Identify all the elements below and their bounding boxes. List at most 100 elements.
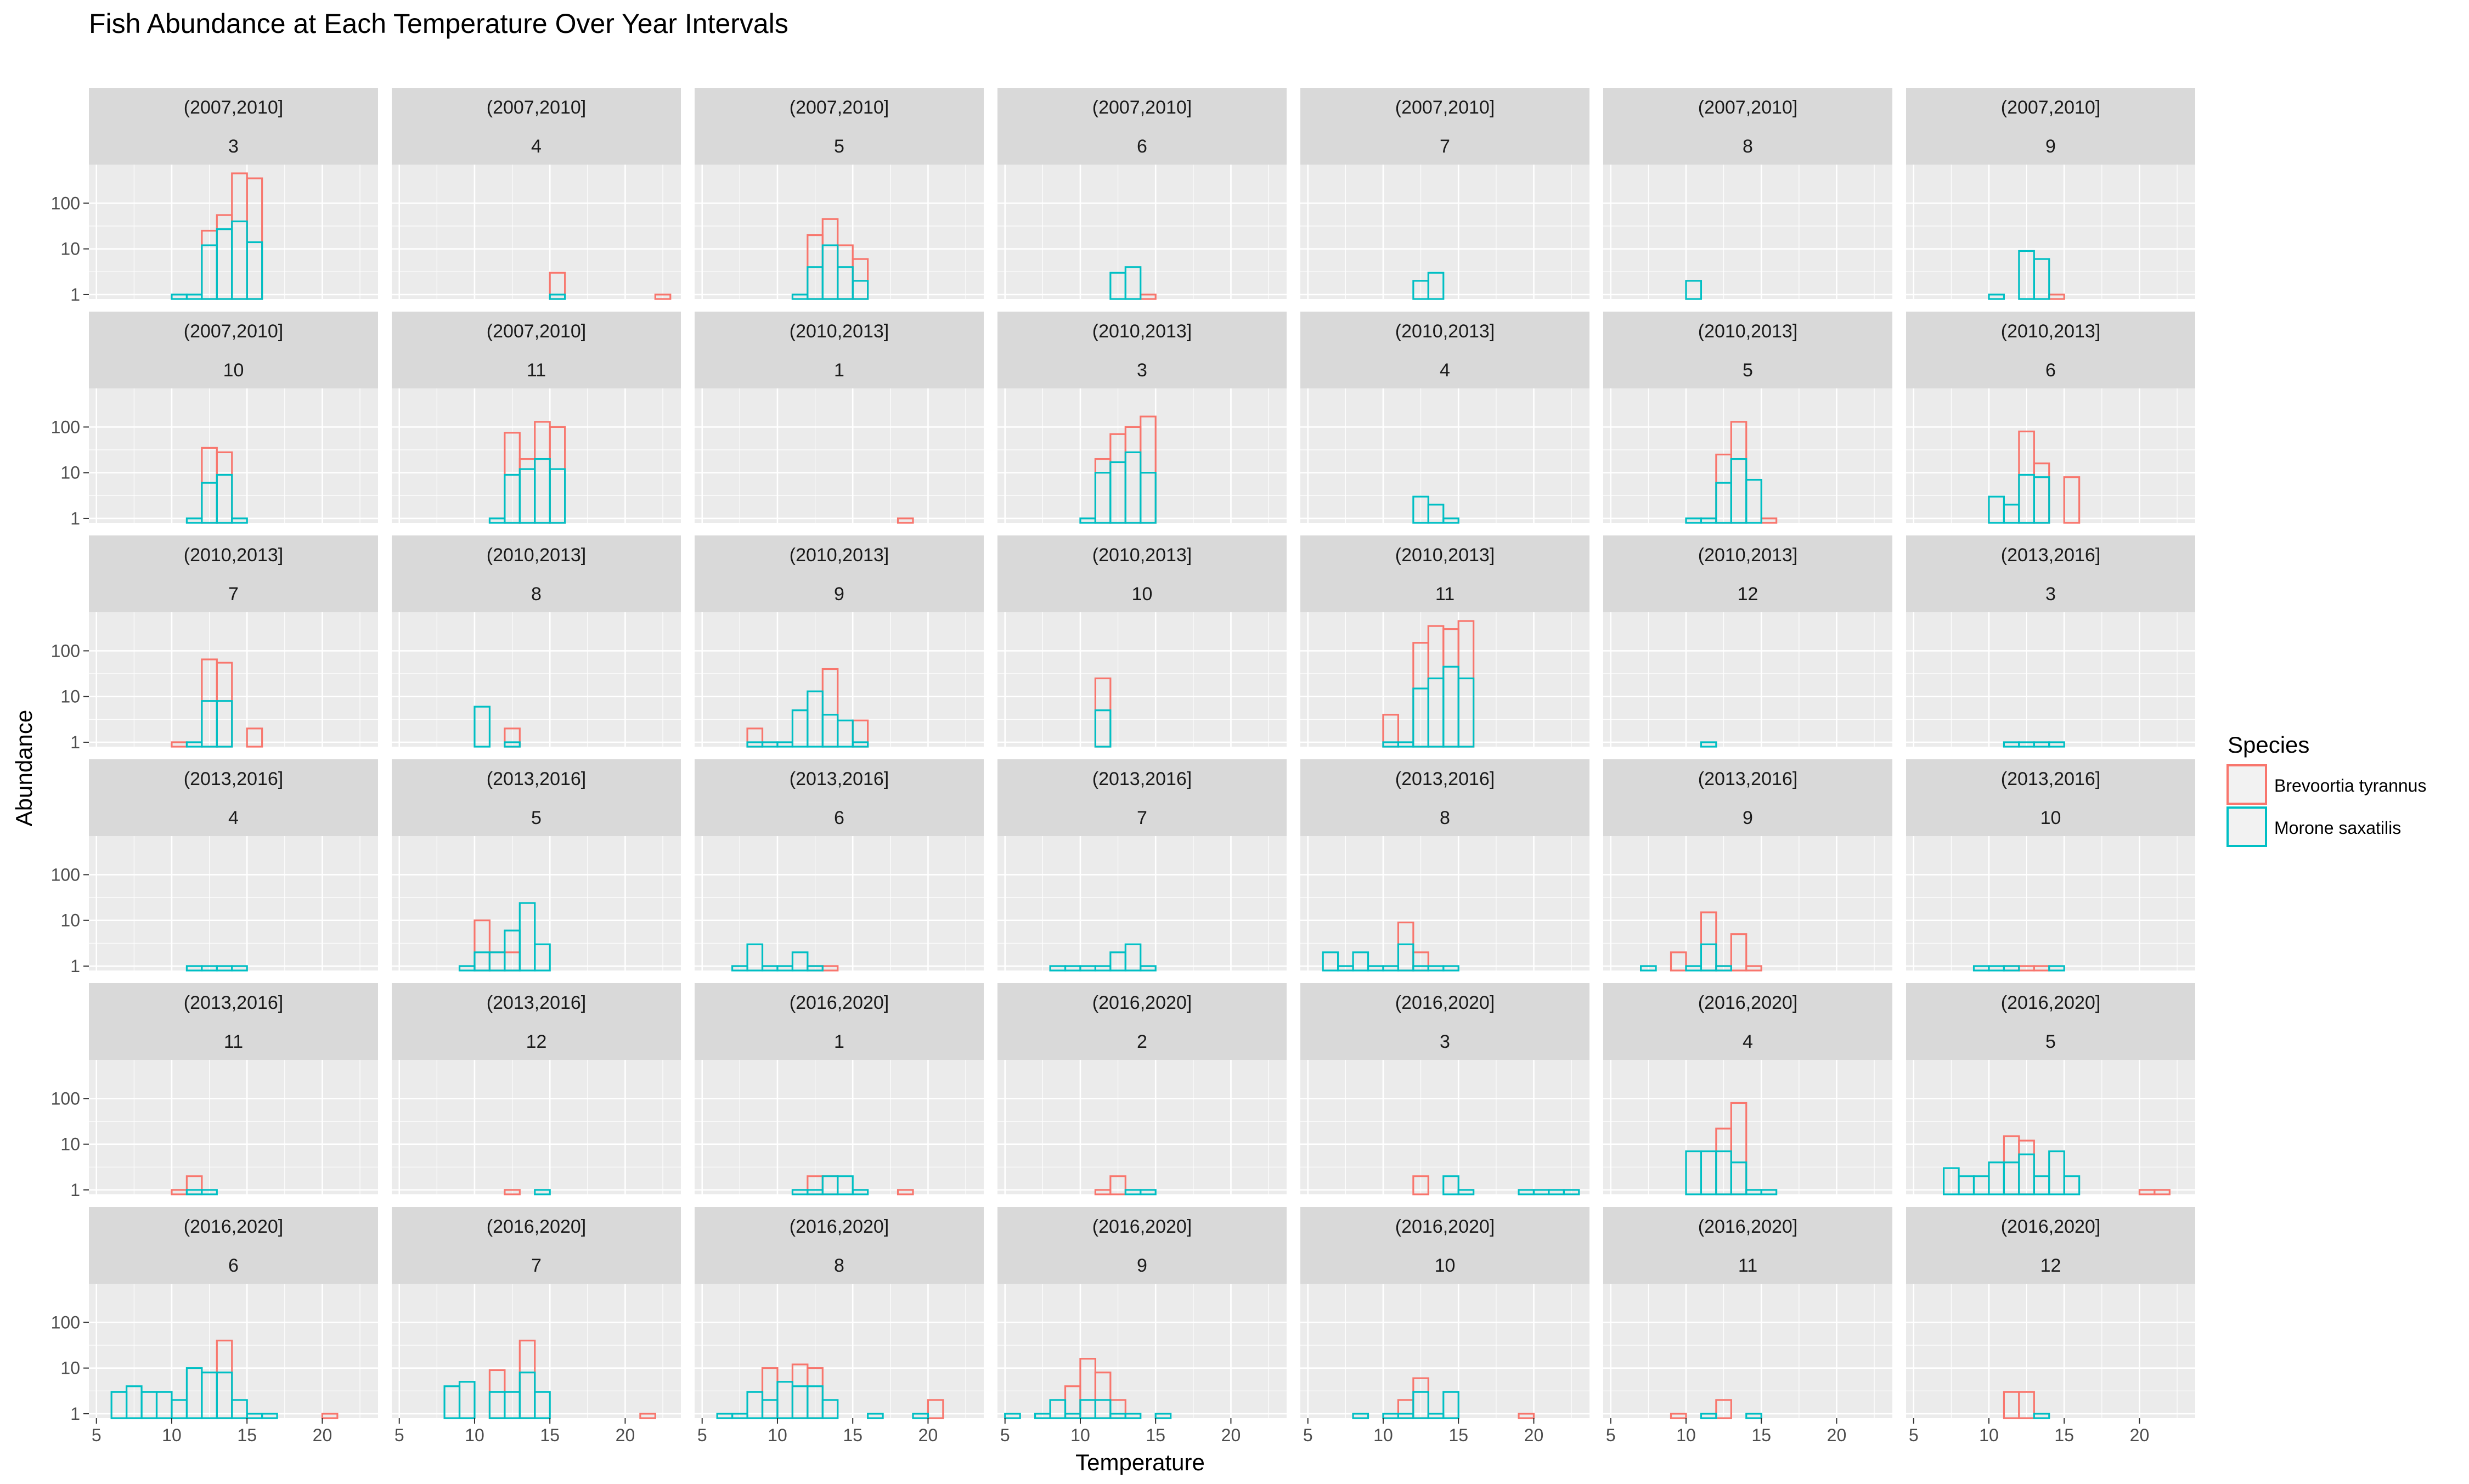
facet-interval-label: (2007,2010] xyxy=(2001,97,2101,118)
x-tick-label: 10 xyxy=(768,1425,787,1445)
facet-panel: (2016,2020] 12 5 10 15 20 xyxy=(1906,1207,2195,1445)
facet-strip xyxy=(1603,535,1892,612)
x-tick-label: 10 xyxy=(162,1425,182,1445)
facet-interval-label: (2007,2010] xyxy=(184,97,284,118)
facet-strip xyxy=(1300,535,1589,612)
panel-background xyxy=(89,612,378,747)
bar-morone xyxy=(1094,709,1112,748)
facet-month-label: 9 xyxy=(1743,808,1753,828)
facet-strip xyxy=(1603,759,1892,836)
facet-month-label: 5 xyxy=(834,136,844,157)
bar-morone xyxy=(2048,965,2065,972)
facet-strip xyxy=(1300,1207,1589,1284)
panel-background xyxy=(392,612,681,747)
facet-panel: (2016,2020] 5 xyxy=(1906,983,2195,1195)
facet-strip xyxy=(89,983,378,1060)
x-tick-label: 10 xyxy=(465,1425,484,1445)
panel-background xyxy=(695,1060,984,1194)
facet-month-label: 1 xyxy=(834,360,844,381)
facet-strip xyxy=(1603,312,1892,388)
bar-morone xyxy=(549,468,566,524)
panel-background xyxy=(1603,836,1892,970)
facet-interval-label: (2016,2020] xyxy=(1698,1216,1798,1237)
facet-month-label: 12 xyxy=(1738,584,1758,605)
facet-panel: (2016,2020] 1 xyxy=(695,983,984,1195)
facet-panel: (2013,2016] 4 1 10 100 xyxy=(51,759,378,976)
facet-interval-label: (2013,2016] xyxy=(487,769,587,789)
panel-background xyxy=(1300,612,1589,747)
facet-strip xyxy=(89,88,378,165)
facet-month-label: 1 xyxy=(834,1031,844,1052)
facet-strip xyxy=(392,1207,681,1284)
bar-morone xyxy=(216,700,233,748)
facet-month-label: 11 xyxy=(1738,1255,1757,1276)
facet-panel: (2016,2020] 2 xyxy=(997,983,1287,1195)
bar-morone xyxy=(549,294,566,300)
bar-morone xyxy=(534,1391,551,1419)
bar-brevoortia xyxy=(639,1413,656,1419)
bar-morone xyxy=(1563,1189,1580,1195)
x-tick-label: 20 xyxy=(313,1425,332,1445)
facet-strip xyxy=(1906,312,2195,388)
panel-background xyxy=(695,165,984,299)
bar-morone xyxy=(1700,1413,1717,1419)
panel-background xyxy=(392,836,681,970)
facet-interval-label: (2016,2020] xyxy=(2001,1216,2101,1237)
y-tick-label: 10 xyxy=(60,463,80,483)
facet-interval-label: (2016,2020] xyxy=(1395,1216,1495,1237)
facet-month-label: 12 xyxy=(526,1031,547,1052)
panel-background xyxy=(1300,165,1589,299)
y-tick-label: 100 xyxy=(51,641,80,661)
facet-interval-label: (2016,2020] xyxy=(1092,992,1192,1013)
panel-background xyxy=(1906,1284,2195,1418)
bar-morone xyxy=(1685,280,1703,300)
facet-interval-label: (2013,2016] xyxy=(790,769,889,789)
x-tick-label: 10 xyxy=(1373,1425,1393,1445)
x-axis-title: Temperature xyxy=(1075,1449,1205,1475)
facet-panel: (2010,2013] 6 xyxy=(1906,312,2195,524)
facet-month-label: 8 xyxy=(834,1255,844,1276)
facet-month-label: 3 xyxy=(228,136,239,157)
y-tick-label: 1 xyxy=(70,956,80,976)
bar-morone xyxy=(1700,943,1717,972)
y-tick-label: 10 xyxy=(60,687,80,707)
facet-month-label: 8 xyxy=(1440,808,1450,828)
bar-brevoortia xyxy=(1745,965,1762,972)
bar-morone xyxy=(1140,472,1157,524)
x-tick-label: 20 xyxy=(1524,1425,1544,1445)
panel-background xyxy=(695,836,984,970)
y-tick-label: 10 xyxy=(60,239,80,259)
x-tick-label: 20 xyxy=(1221,1425,1241,1445)
facet-month-label: 7 xyxy=(1137,808,1147,828)
panel-background xyxy=(1603,612,1892,747)
facet-month-label: 3 xyxy=(1137,360,1147,381)
bar-morone xyxy=(1124,266,1142,300)
facet-panel: (2007,2010] 6 xyxy=(997,88,1287,300)
panel-background xyxy=(392,1284,681,1418)
facet-panel: (2010,2013] 5 xyxy=(1603,312,1892,524)
facet-month-label: 9 xyxy=(2045,136,2056,157)
legend-key-morone xyxy=(2226,806,2267,847)
panel-background xyxy=(997,165,1287,299)
facet-panel: (2016,2020] 8 5 10 15 20 xyxy=(695,1207,984,1445)
bar-morone xyxy=(518,902,536,972)
bar-morone xyxy=(2033,476,2050,524)
facet-strip xyxy=(1906,88,2195,165)
facet-month-label: 7 xyxy=(531,1255,542,1276)
facet-interval-label: (2013,2016] xyxy=(1698,769,1798,789)
facet-strip xyxy=(89,312,378,388)
bar-morone xyxy=(1730,1161,1748,1195)
panel-background xyxy=(1906,388,2195,523)
facet-panel: (2010,2013] 10 xyxy=(997,535,1287,748)
facet-panel: (2013,2016] 9 xyxy=(1603,759,1892,972)
bar-morone xyxy=(1154,1413,1172,1419)
bar-morone xyxy=(231,517,248,524)
x-tick-label: 20 xyxy=(2130,1425,2150,1445)
chart-title: Fish Abundance at Each Temperature Over … xyxy=(89,8,788,39)
facet-strip xyxy=(392,535,681,612)
facet-month-label: 10 xyxy=(1435,1255,1456,1276)
facet-month-label: 11 xyxy=(224,1031,243,1052)
facet-month-label: 6 xyxy=(834,808,844,828)
bar-morone xyxy=(1427,504,1445,524)
